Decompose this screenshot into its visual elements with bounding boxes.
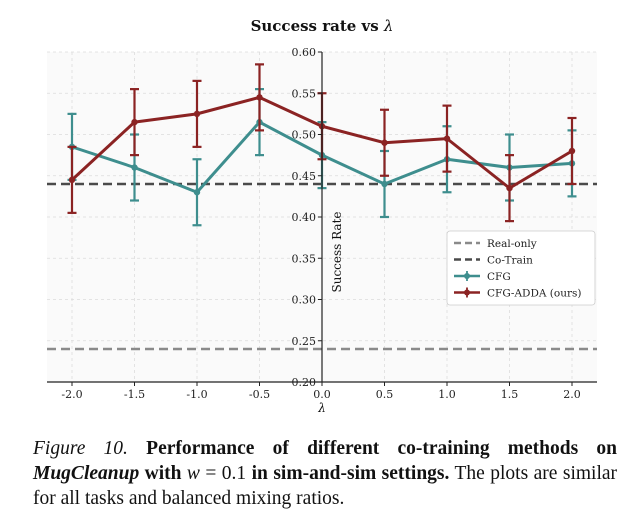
y-tick-label: 0.25 — [292, 335, 317, 348]
legend-label: Co-Train — [487, 255, 533, 267]
x-axis-label: λ — [317, 401, 326, 415]
line-chart: -2.0 -1.5 -1.0 -0.5 0.0 0.5 1.0 1.5 2.0 0.20 0.25 0… — [47, 17, 597, 415]
y-tick-label: 0.50 — [292, 129, 317, 142]
data-point — [193, 110, 201, 118]
x-tick-label: 0.0 — [313, 388, 331, 401]
chart-title-symbol: λ — [383, 17, 394, 35]
caption-bold-2: with — [144, 463, 182, 484]
x-tick-label: -0.5 — [249, 388, 270, 401]
y-tick-label: 0.30 — [292, 294, 317, 307]
x-tick-label: -2.0 — [61, 388, 82, 401]
tick-labels: -2.0 -1.5 -1.0 -0.5 0.0 0.5 1.0 1.5 2.0 0.20 0.25 0… — [61, 46, 580, 401]
x-tick-label: 1.0 — [438, 388, 456, 401]
data-point — [506, 184, 513, 192]
x-tick-label: -1.5 — [124, 388, 145, 401]
legend-item-co-train: Co-Train — [454, 255, 533, 267]
caption-label: Figure 10. — [33, 438, 128, 459]
caption-task-name: MugCleanup — [33, 463, 140, 484]
x-tick-label: 2.0 — [563, 388, 581, 401]
chart-title-prefix: Success rate vs — [251, 17, 384, 35]
y-axis-label: Success Rate — [330, 211, 344, 292]
caption-bold-3: in sim-and-sim settings. — [251, 463, 450, 484]
legend-swatch-marker — [464, 273, 470, 279]
chart-title: Success rate vs λ — [251, 17, 394, 35]
data-point — [256, 94, 263, 101]
legend-label: CFG — [487, 271, 511, 283]
caption-math-var: w — [186, 463, 200, 484]
legend-item-real-only: Real-only — [454, 238, 537, 250]
legend-label: CFG-ADDA (ours) — [487, 288, 581, 300]
legend-item-cfg: CFG — [454, 271, 511, 283]
data-point — [131, 118, 138, 126]
legend: Real-only Co-Train CFG CFG-ADDA (ours) — [446, 230, 596, 306]
legend-swatch-marker — [464, 289, 470, 296]
y-tick-label: 0.20 — [292, 376, 317, 389]
data-point — [443, 135, 451, 142]
legend-label: Real-only — [487, 238, 537, 250]
y-tick-label: 0.60 — [292, 46, 317, 59]
data-point — [381, 139, 388, 146]
figure: -2.0 -1.5 -1.0 -0.5 0.0 0.5 1.0 1.5 2.0 0.20 0.25 0… — [47, 17, 597, 415]
y-tick-label: 0.35 — [292, 252, 317, 265]
x-tick-label: -1.0 — [186, 388, 207, 401]
legend-item-cfg-adda-ours: CFG-ADDA (ours) — [454, 287, 581, 300]
data-point — [381, 180, 388, 188]
caption-bold-1: Performance of different co-training met… — [146, 438, 617, 459]
data-point — [68, 176, 76, 184]
caption-plain: The plots are similar for all tasks and … — [33, 463, 618, 509]
y-tick-label: 0.55 — [292, 87, 317, 100]
x-tick-label: 1.5 — [501, 388, 519, 401]
data-point — [193, 189, 201, 196]
x-tick-label: 0.5 — [376, 388, 394, 401]
y-tick-label: 0.45 — [292, 170, 317, 183]
data-point — [568, 147, 576, 155]
caption-math-eq: = 0.1 — [199, 463, 247, 484]
legend-box — [446, 230, 596, 306]
data-point — [131, 164, 138, 171]
figure-caption: Figure 10. Performance of different co-t… — [33, 436, 617, 511]
y-tick-label: 0.40 — [292, 211, 317, 224]
